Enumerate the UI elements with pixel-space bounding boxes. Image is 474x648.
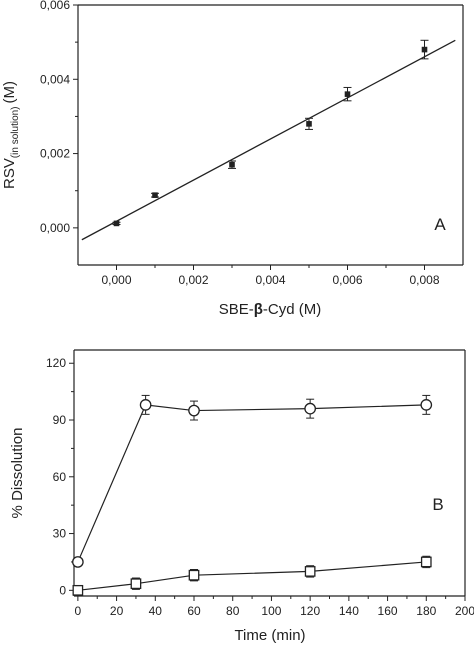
chart-b-panel-letter: B [432, 495, 443, 514]
chart-a-point [152, 192, 158, 198]
chart-a-y-axis-title: RSV(in solution)(M) [1, 81, 21, 189]
chart-a-marks [81, 39, 456, 241]
chart-b: 0 20 40 60 80 100 120 140 160 180 200 0 30 60 90 120 Ti… [9, 349, 474, 644]
chart-a-ticks: 0,000 0,002 0,004 0,006 0,008 0,000 0,002 0,004… [40, 0, 440, 287]
chart-b-marks [72, 394, 433, 596]
chart-b-point [304, 402, 316, 415]
chart-b-x-tick-label: 20 [110, 604, 124, 618]
chart-a: 0,000 0,002 0,004 0,006 0,008 0,000 0,002 0,004… [1, 0, 464, 318]
chart-a-point [344, 91, 351, 97]
chart-a-point [421, 46, 428, 53]
chart-b-x-tick-label: 60 [187, 604, 201, 618]
chart-b-y-tick-label: 120 [46, 356, 66, 370]
chart-b-x-tick-label: 100 [261, 604, 281, 618]
chart-a-x-tick-label: 0,006 [332, 273, 362, 287]
chart-a-panel-letter: A [434, 215, 446, 234]
chart-a-y-tick-label: 0,006 [40, 0, 70, 12]
chart-b-point [139, 399, 152, 411]
chart-b-y-tick-label: 60 [53, 470, 67, 484]
chart-b-x-tick-label: 80 [226, 604, 240, 618]
chart-a-point [306, 121, 312, 127]
chart-a-y-tick-label: 0,002 [40, 147, 70, 161]
chart-b-ticks: 0 20 40 60 80 100 120 140 160 180 200 0 30 60 90 120 [46, 356, 474, 618]
chart-b-point [420, 556, 432, 568]
chart-b-point [304, 566, 316, 577]
chart-b-point [420, 399, 433, 411]
chart-b-x-tick-label: 40 [149, 604, 163, 618]
chart-b-series-1-line [77, 561, 427, 591]
chart-b-y-axis-title: % Dissolution [9, 428, 26, 519]
chart-b-x-axis-title: Time (min) [234, 627, 305, 644]
chart-a-x-tick-label: 0,008 [409, 273, 439, 287]
chart-b-point [188, 404, 200, 417]
chart-b-y-tick-label: 0 [59, 583, 66, 597]
chart-b-x-tick-label: 140 [339, 604, 359, 618]
chart-a-x-tick-label: 0,000 [101, 273, 131, 287]
chart-b-x-tick-label: 0 [75, 604, 82, 618]
chart-a-y-tick-label: 0,004 [40, 72, 70, 86]
chart-a-x-axis-title: SBE-β-Cyd (M) [219, 301, 322, 318]
chart-b-x-tick-label: 120 [300, 604, 320, 618]
chart-a-fit-line [81, 39, 456, 241]
chart-b-point [130, 578, 142, 590]
chart-a-y-tick-label: 0,000 [40, 221, 70, 235]
chart-b-y-tick-label: 30 [53, 527, 67, 541]
chart-a-x-tick-label: 0,002 [178, 273, 208, 287]
chart-a-point [229, 161, 235, 168]
chart-b-point [72, 556, 84, 568]
chart-b-y-tick-label: 90 [53, 413, 67, 427]
chart-a-x-tick-label: 0,004 [255, 273, 285, 287]
chart-b-series-0-line [77, 404, 427, 563]
chart-a-point [113, 220, 120, 227]
chart-b-point [72, 584, 84, 596]
chart-b-x-tick-label: 200 [455, 604, 474, 618]
chart-b-x-tick-label: 180 [416, 604, 436, 618]
chart-b-point [188, 569, 200, 581]
chart-b-x-tick-label: 160 [378, 604, 398, 618]
